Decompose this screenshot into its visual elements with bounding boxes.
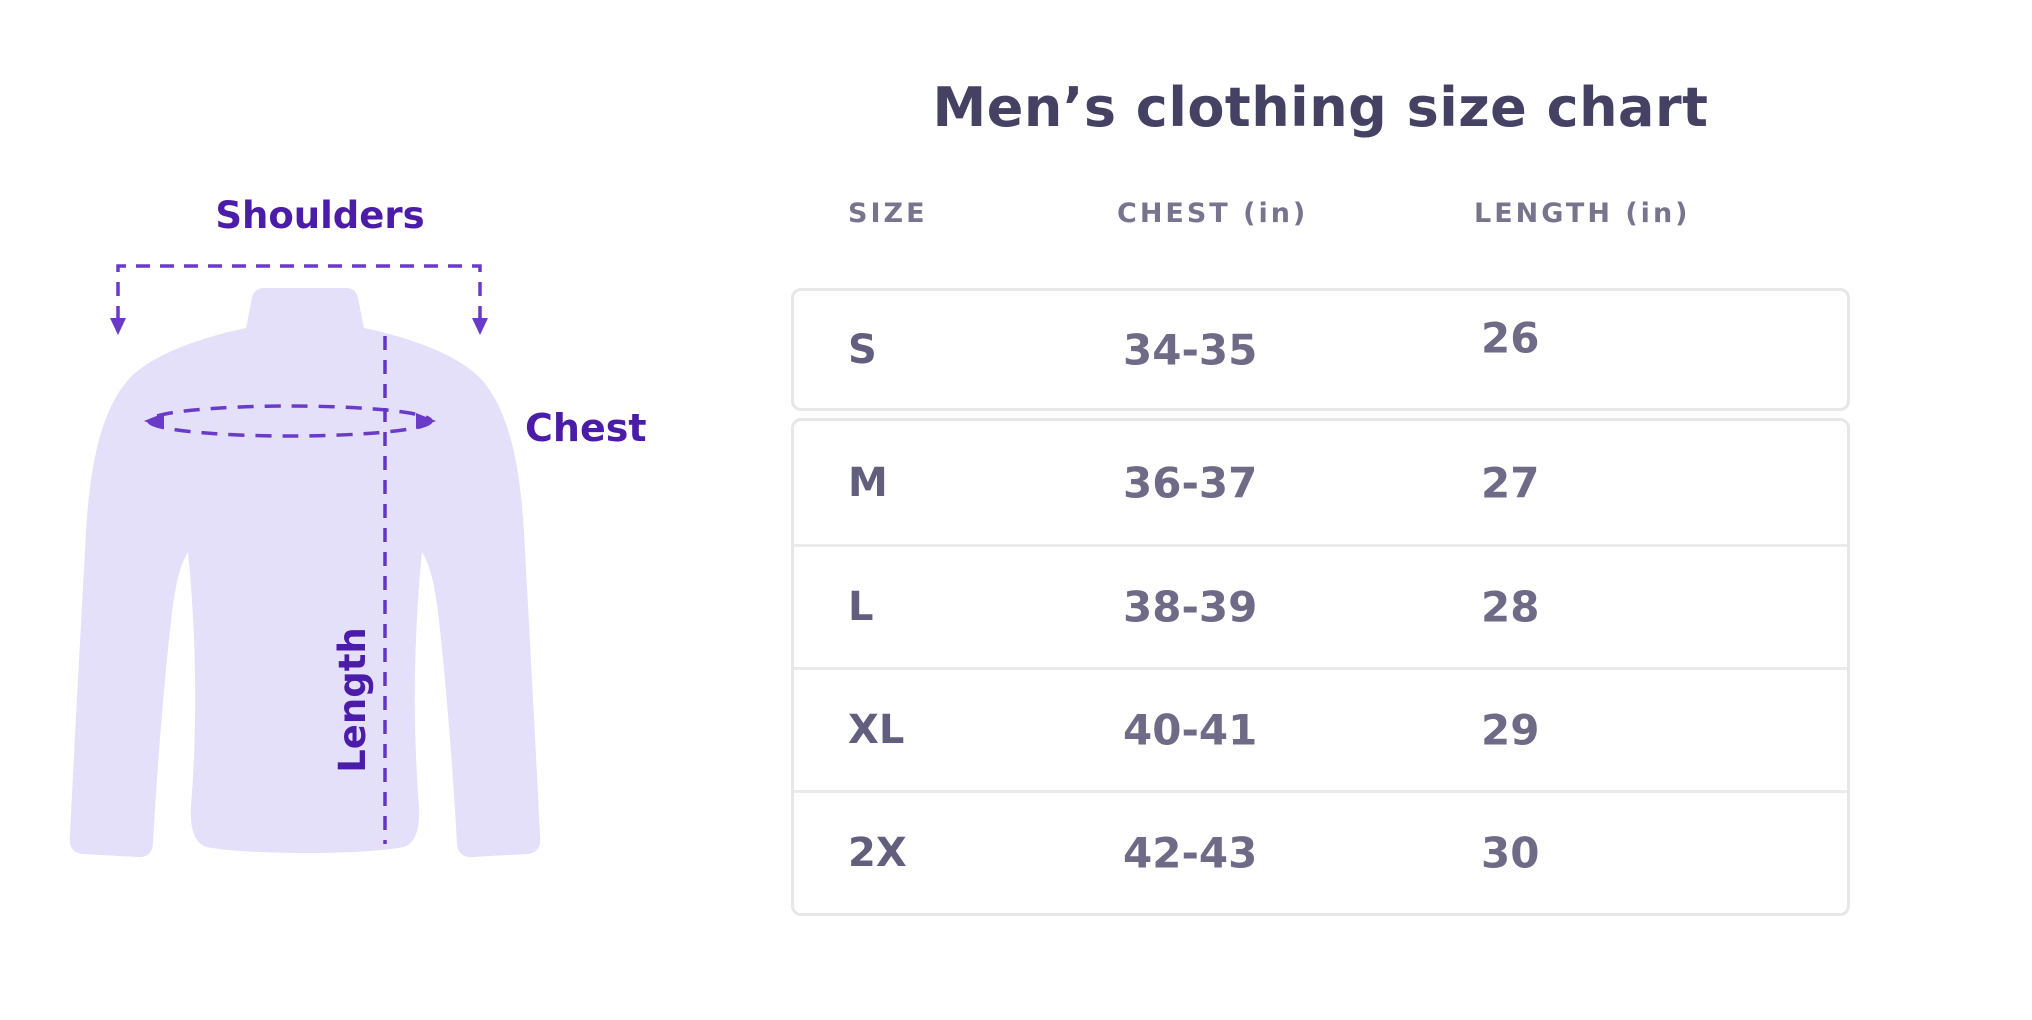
page-title: Men’s clothing size chart: [932, 76, 1709, 139]
chest-value: 34-35: [1123, 325, 1258, 374]
table-row: L 38-39 28: [794, 544, 1847, 667]
length-value: 29: [1481, 705, 1540, 755]
shoulders-bracket-line: [116, 264, 482, 320]
length-value: 27: [1481, 458, 1540, 507]
length-value: 30: [1481, 828, 1540, 878]
table-row: XL 40-41 29: [794, 667, 1847, 790]
table-row: M 36-37 27: [794, 421, 1847, 544]
shirt-body-shape: [128, 288, 482, 853]
chest-label: Chest: [525, 406, 647, 450]
size-card-s: S 34-35 26: [791, 288, 1850, 411]
chest-value: 40-41: [1123, 705, 1258, 755]
column-header-size: SIZE: [848, 198, 928, 229]
table-header-row: SIZE CHEST (in) LENGTH (in): [791, 198, 1850, 234]
length-value: 28: [1481, 582, 1540, 632]
chest-value: 36-37: [1123, 458, 1258, 507]
size-value: 2X: [848, 830, 907, 876]
size-value: S: [848, 326, 877, 373]
table-row: 2X 42-43 30: [794, 790, 1847, 913]
chest-arrow-right-icon: [416, 413, 436, 429]
size-value: XL: [848, 707, 905, 753]
shirt-right-sleeve-shape: [420, 380, 541, 858]
shirt-left-sleeve-shape: [69, 380, 190, 858]
shirt-graphic: [69, 264, 541, 858]
shirt-illustration: Shoulders Chest Length: [0, 0, 700, 1020]
chest-value: 38-39: [1123, 582, 1258, 632]
shoulders-arrow-right-icon: [472, 318, 488, 335]
chest-arrow-left-icon: [144, 413, 164, 429]
size-card-rest: M 36-37 27 L 38-39 28 XL 40-41 29 2X 42-…: [791, 418, 1850, 916]
length-label: Length: [331, 627, 374, 773]
chest-value: 42-43: [1123, 828, 1258, 878]
length-value: 26: [1481, 313, 1540, 362]
table-row: S 34-35 26: [794, 291, 1847, 408]
size-value: L: [848, 584, 874, 630]
column-header-chest: CHEST (in): [1117, 198, 1309, 229]
column-header-length: LENGTH (in): [1474, 198, 1691, 229]
shoulders-label: Shoulders: [215, 194, 425, 237]
size-value: M: [848, 459, 888, 506]
shoulders-arrow-left-icon: [110, 318, 126, 335]
